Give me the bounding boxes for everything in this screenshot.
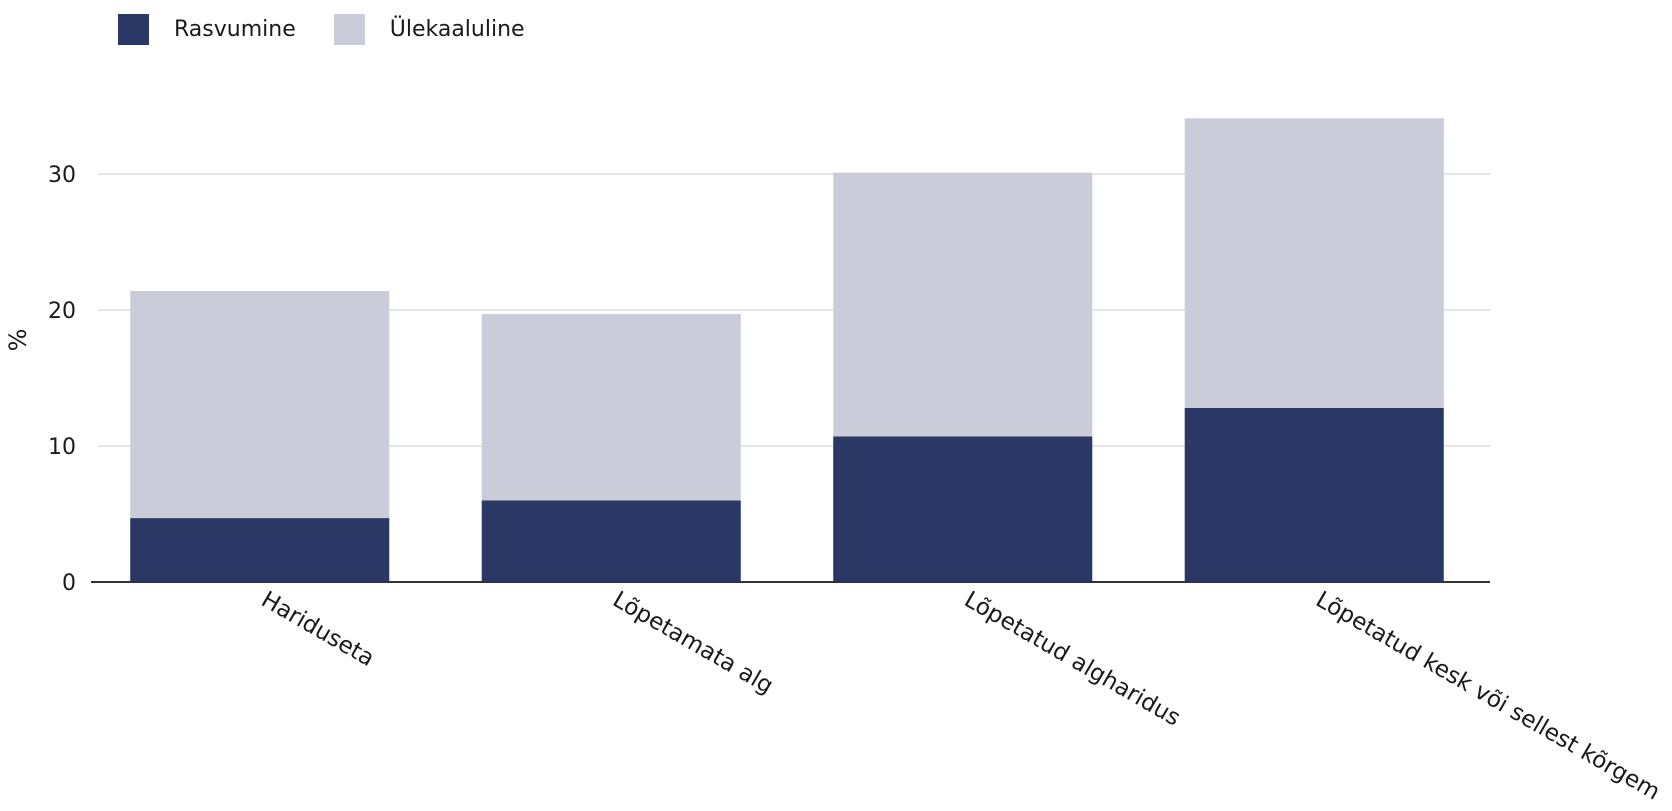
x-category-label: Hariduseta (257, 587, 379, 672)
legend-swatch-ulekaaluline (333, 14, 365, 45)
bar-rasvumine-4[interactable] (1184, 407, 1444, 582)
bar--lekaaluline-2[interactable] (481, 314, 741, 501)
bar-rasvumine-1[interactable] (130, 518, 390, 582)
legend-item-ulekaaluline[interactable]: Ülekaaluline (333, 14, 525, 45)
y-axis-ticks: 0 10 20 30 (48, 163, 76, 596)
bar-rasvumine-3[interactable] (833, 436, 1093, 582)
y-tick-label: 0 (62, 571, 76, 596)
bar--lekaaluline-3[interactable] (833, 172, 1093, 437)
legend-swatch-rasvumine (118, 14, 149, 45)
y-tick-label: 10 (48, 435, 76, 460)
x-category-label: Lõpetatud kesk või sellest kõrgem (1311, 587, 1664, 806)
bar--lekaaluline-4[interactable] (1184, 118, 1444, 408)
x-category-label: Lõpetatud algharidus (960, 587, 1185, 732)
y-tick-label: 30 (48, 163, 76, 188)
legend-item-rasvumine[interactable]: Rasvumine (118, 14, 296, 45)
x-category-label: Lõpetamata alg (608, 587, 777, 700)
bars (130, 118, 1444, 582)
bar-rasvumine-2[interactable] (481, 500, 741, 582)
bar--lekaaluline-1[interactable] (130, 290, 390, 519)
legend-label-ulekaaluline: Ülekaaluline (389, 17, 525, 42)
chart-legend: Rasvumine Ülekaaluline (118, 14, 563, 45)
y-axis-title: % (4, 329, 32, 352)
x-axis-labels: Hariduseta Lõpetamata alg Lõpetatud alghar… (257, 587, 1665, 806)
legend-label-rasvumine: Rasvumine (174, 17, 296, 42)
y-tick-label: 20 (48, 299, 76, 324)
